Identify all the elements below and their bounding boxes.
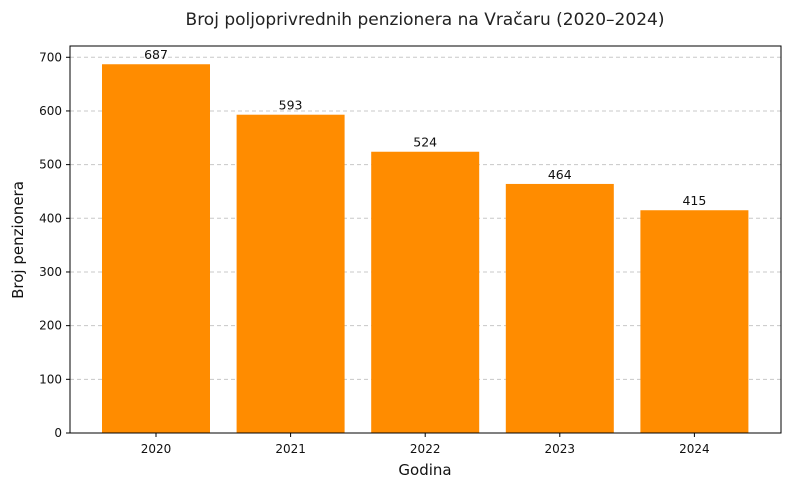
x-tick-label: 2021: [275, 442, 306, 456]
chart-title: Broj poljoprivrednih penzionera na Vrača…: [186, 10, 665, 30]
bar-2023: [505, 183, 614, 433]
data-label-2022: 524: [413, 135, 437, 150]
bar-2020: [102, 64, 210, 433]
y-tick-label: 400: [39, 211, 62, 225]
x-axis-label: Godina: [398, 461, 451, 479]
y-tick-label: 600: [39, 104, 62, 118]
y-tick-label: 500: [39, 158, 62, 172]
y-tick-label: 300: [39, 265, 62, 279]
y-tick-label: 700: [39, 50, 62, 64]
y-tick-label: 100: [39, 372, 62, 386]
x-tick-label: 2020: [141, 442, 172, 456]
x-tick-label: 2024: [679, 442, 710, 456]
x-tick-label: 2023: [545, 442, 576, 456]
y-axis-label: Broj penzionera: [9, 181, 27, 299]
x-axis-ticks: 2020 2021 2022 2023 2024: [141, 433, 710, 456]
data-label-2021: 593: [279, 98, 303, 113]
bars: [102, 64, 749, 433]
bar-2021: [236, 114, 345, 433]
x-tick-label: 2022: [410, 442, 441, 456]
data-labels: 687 593 524 464 415: [144, 47, 706, 208]
bar-2022: [371, 151, 480, 433]
data-label-2024: 415: [682, 193, 706, 208]
data-label-2023: 464: [548, 167, 572, 182]
y-tick-label: 200: [39, 319, 62, 333]
y-tick-label: 0: [54, 426, 62, 440]
data-label-2020: 687: [144, 47, 168, 62]
bar-2024: [640, 210, 749, 433]
y-axis-ticks: 0 100 200 300 400 500 600 700: [39, 50, 70, 440]
